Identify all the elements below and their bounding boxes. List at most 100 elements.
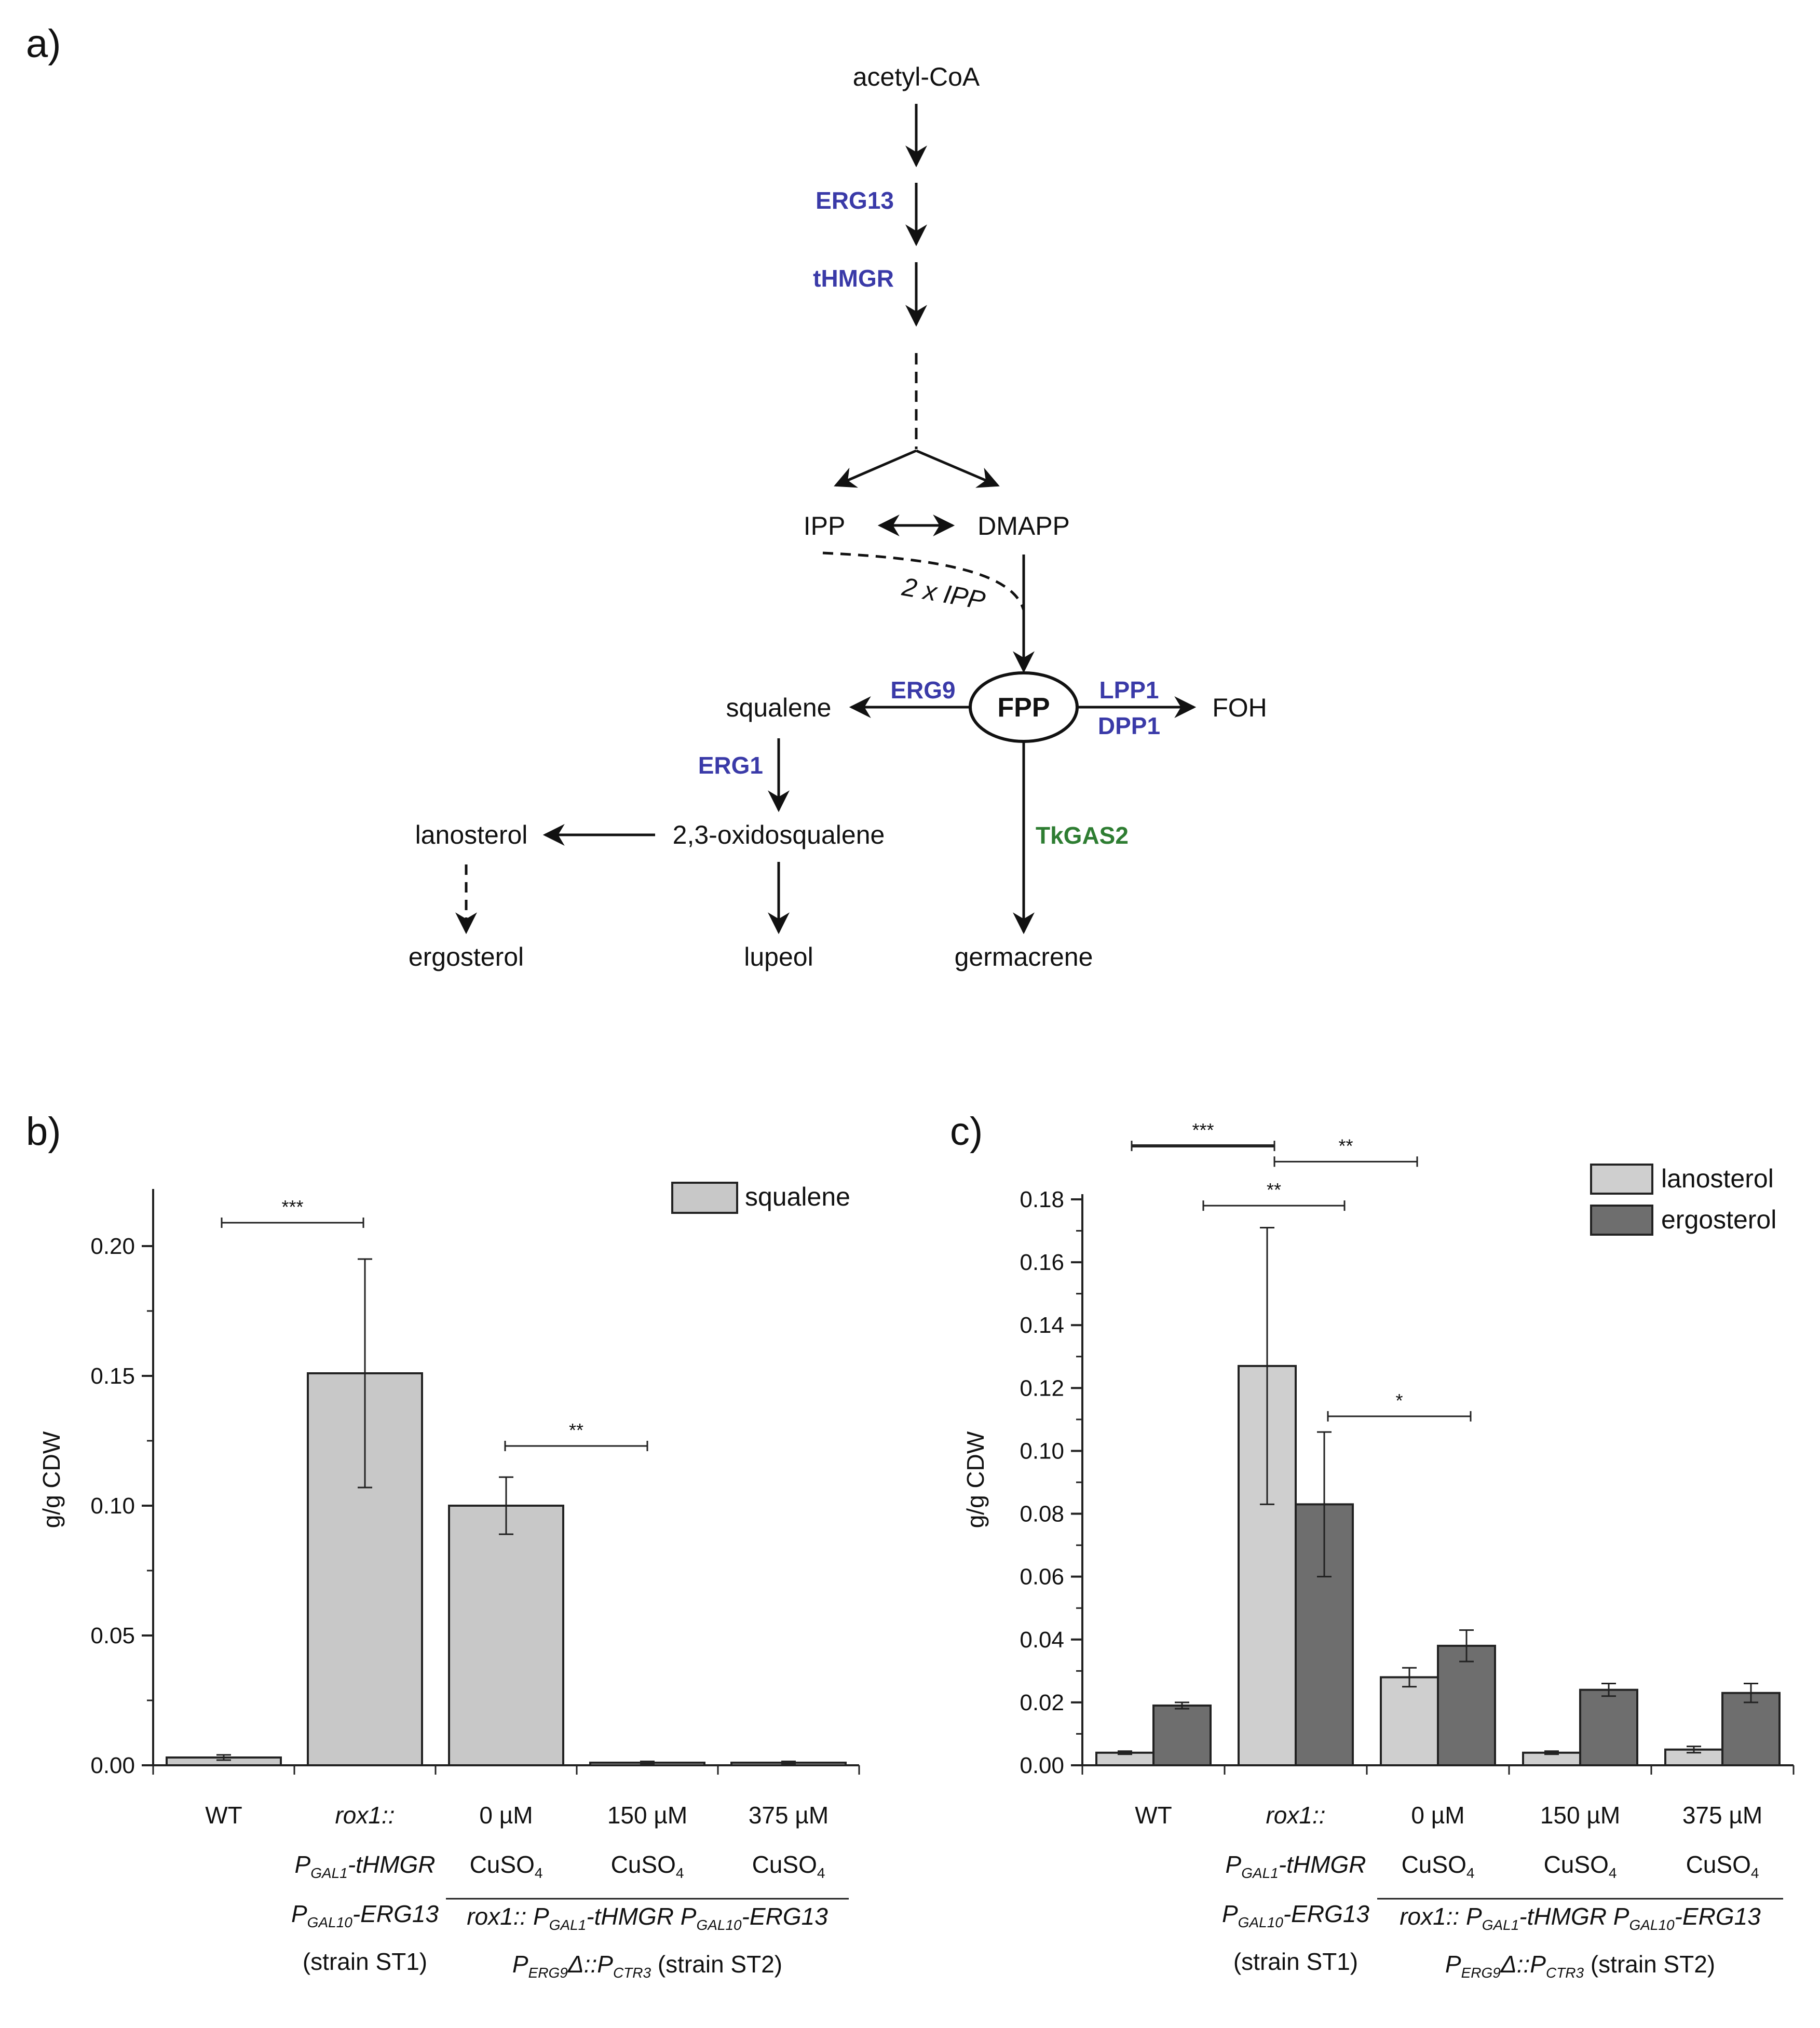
significance-label: * <box>1395 1390 1403 1411</box>
legend-lanosterol-swatch <box>1590 1164 1653 1195</box>
node-squalene: squalene <box>726 693 832 722</box>
category-cu375-line1: 375 µM <box>749 1802 828 1829</box>
y-tick-label: 0.18 <box>1020 1187 1064 1212</box>
node-ergosterol: ergosterol <box>409 942 524 971</box>
y-tick-label: 0.10 <box>1020 1438 1064 1464</box>
legend-squalene-swatch <box>671 1182 738 1214</box>
category-st1-line3: PGAL10-ERG13 <box>291 1900 439 1930</box>
chart-b-ylabel: g/g CDW <box>38 1431 65 1528</box>
category-wt: WT <box>205 1802 242 1829</box>
y-tick-label: 0.10 <box>90 1493 135 1519</box>
fpp-node <box>969 671 1079 743</box>
category-cu375-line1: 375 µM <box>1682 1802 1762 1829</box>
y-tick-label: 0.05 <box>90 1623 135 1648</box>
enzyme-thmgr: tHMGR <box>813 265 894 292</box>
chart-c-significance: ******** <box>1131 1119 1472 1422</box>
y-tick-label: 0.06 <box>1020 1564 1064 1590</box>
node-acetyl-coa: acetyl-CoA <box>853 62 980 91</box>
bar-lanosterol <box>1380 1676 1439 1766</box>
node-ipp: IPP <box>804 511 846 540</box>
panel-a-label: a) <box>26 22 61 66</box>
chart-b-significance: ***** <box>221 1196 648 1451</box>
node-lanosterol: lanosterol <box>415 820 528 849</box>
node-foh: FOH <box>1212 693 1267 722</box>
bar-ergosterol <box>1579 1688 1638 1767</box>
category-st1-line4: (strain ST1) <box>303 1948 427 1975</box>
significance-label: *** <box>281 1196 303 1218</box>
chart-c-legend: lanosterol ergosterol <box>1590 1164 1776 1236</box>
category-cu0-line1: 0 µM <box>1411 1802 1464 1829</box>
category-st1-line2: PGAL1-tHMGR <box>1226 1851 1366 1881</box>
legend-squalene-label: squalene <box>745 1182 850 1211</box>
panel-b-label: b) <box>26 1110 61 1154</box>
y-tick-label: 0.08 <box>1020 1502 1064 1527</box>
pathway-diagram: a) acetyl-CoA ERG13 tHMGR IPP DMAPP 2 x … <box>26 22 1267 971</box>
node-dmapp: DMAPP <box>977 511 1070 540</box>
y-tick-label: 0.20 <box>90 1234 135 1259</box>
significance-label: ** <box>569 1419 583 1441</box>
enzyme-dpp1: DPP1 <box>1098 712 1160 739</box>
bar-ergosterol <box>1437 1644 1496 1767</box>
y-tick-label: 0.00 <box>1020 1753 1064 1778</box>
chart-c: c) g/g CDW 0.00 0.02 0.04 0.06 0.08 0.10 0.12 0… <box>950 1110 1795 1981</box>
bar-ergosterol <box>1721 1692 1781 1766</box>
category-st1-line3: PGAL10-ERG13 <box>1222 1900 1369 1930</box>
category-st1-line2: PGAL1-tHMGR <box>295 1851 436 1881</box>
legend-lanosterol-label: lanosterol <box>1661 1164 1774 1193</box>
legend-ergosterol-swatch <box>1590 1205 1653 1236</box>
enzyme-lpp1: LPP1 <box>1099 677 1159 704</box>
chart-c-bars <box>1095 1227 1781 1767</box>
y-tick-label: 0.04 <box>1020 1627 1064 1653</box>
category-st2-line2: PERG9Δ::PCTR3 (strain ST2) <box>1445 1951 1715 1981</box>
legend-ergosterol-label: ergosterol <box>1661 1205 1776 1234</box>
category-cu150-line2: CuSO4 <box>611 1851 684 1881</box>
enzyme-erg9: ERG9 <box>890 677 955 704</box>
category-cu150-line2: CuSO4 <box>1544 1851 1617 1881</box>
enzyme-erg1: ERG1 <box>698 752 763 779</box>
category-st2-line1: rox1:: PGAL1-tHMGR PGAL10-ERG13 <box>467 1903 828 1933</box>
node-oxidosqualene: 2,3-oxidosqualene <box>673 820 885 849</box>
y-tick-label: 0.00 <box>90 1753 135 1778</box>
panel-c-label: c) <box>950 1110 983 1154</box>
category-cu375-line2: CuSO4 <box>752 1851 825 1881</box>
arrow-to-ipp <box>834 449 917 488</box>
category-cu150-line1: 150 µM <box>1540 1802 1620 1829</box>
significance-label: ** <box>1338 1135 1353 1156</box>
category-cu0-line2: CuSO4 <box>1402 1851 1475 1881</box>
category-cu0-line2: CuSO4 <box>470 1851 543 1881</box>
category-cu375-line2: CuSO4 <box>1686 1851 1759 1881</box>
node-lupeol: lupeol <box>744 942 813 971</box>
enzyme-erg13: ERG13 <box>816 187 894 214</box>
category-st1-line1: rox1:: <box>335 1802 395 1829</box>
arrow-to-dmapp <box>916 449 1000 488</box>
enzyme-tkgas2: TkGAS2 <box>1036 822 1129 849</box>
chart-b-bars <box>166 1258 847 1766</box>
y-tick-label: 0.02 <box>1020 1690 1064 1715</box>
chart-c-ylabel: g/g CDW <box>962 1431 989 1528</box>
bar-ergosterol <box>1152 1704 1212 1766</box>
significance-label: *** <box>1192 1119 1214 1141</box>
node-germacrene: germacrene <box>955 942 1093 971</box>
y-tick-label: 0.15 <box>90 1363 135 1389</box>
category-st1-line4: (strain ST1) <box>1233 1948 1358 1975</box>
category-st2-line2: PERG9Δ::PCTR3 (strain ST2) <box>512 1951 782 1981</box>
chart-b-legend: squalene <box>671 1182 850 1214</box>
category-st1-line1: rox1:: <box>1266 1802 1325 1829</box>
y-tick-label: 0.16 <box>1020 1250 1064 1275</box>
dashed-2xipp <box>822 551 1025 611</box>
y-tick-label: 0.12 <box>1020 1375 1064 1401</box>
node-fpp: FPP <box>997 693 1050 723</box>
label-2xipp: 2 x IPP <box>900 572 988 615</box>
y-tick-label: 0.14 <box>1020 1313 1064 1338</box>
bar-squalene <box>448 1505 564 1766</box>
chart-b: b) g/g CDW 0.000.050.100.150.20 ***** sq… <box>26 1110 860 1981</box>
category-wt: WT <box>1135 1802 1172 1829</box>
significance-label: ** <box>1267 1179 1281 1200</box>
category-cu0-line1: 0 µM <box>479 1802 533 1829</box>
category-st2-line1: rox1:: PGAL1-tHMGR PGAL10-ERG13 <box>1400 1903 1761 1933</box>
category-cu150-line1: 150 µM <box>607 1802 687 1829</box>
